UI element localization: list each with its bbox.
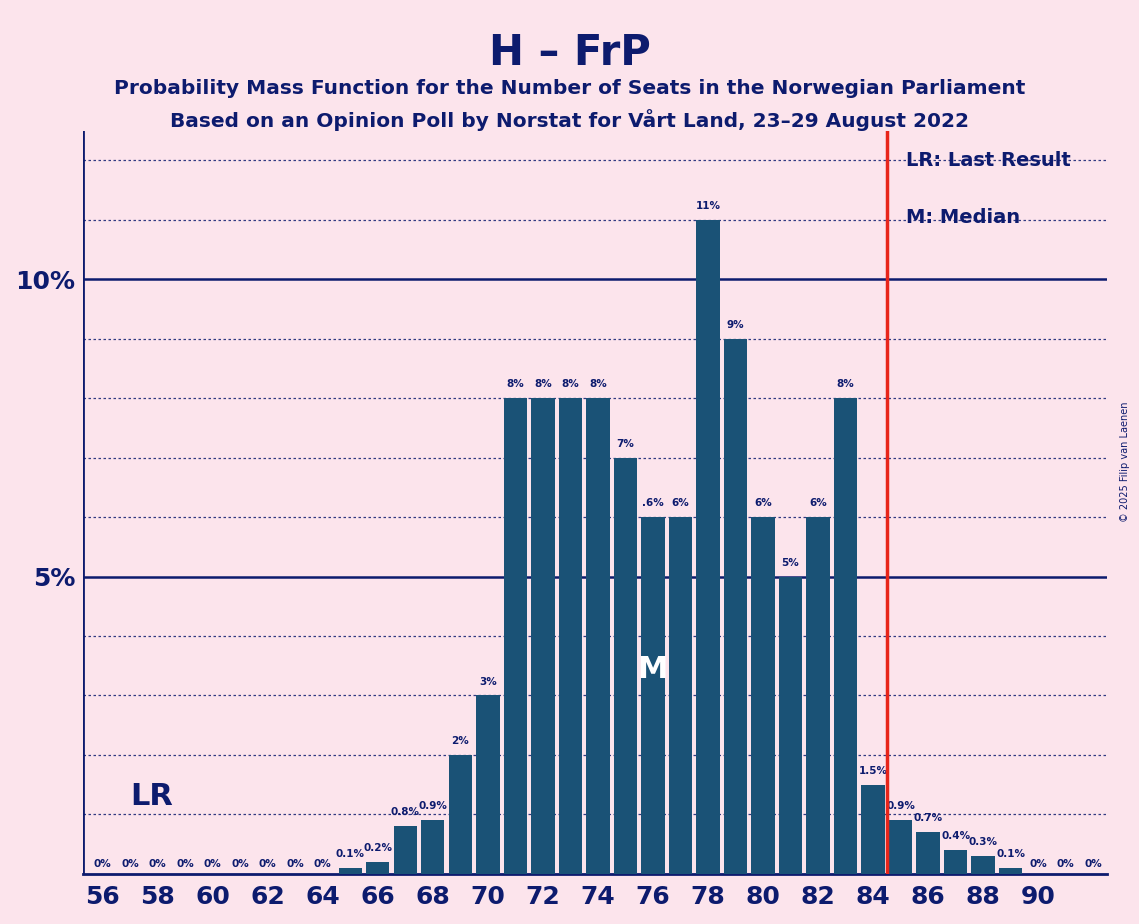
Text: 9%: 9% — [727, 320, 744, 330]
Text: 0%: 0% — [231, 859, 249, 869]
Text: 0%: 0% — [204, 859, 221, 869]
Bar — [861, 784, 885, 874]
Bar — [338, 868, 362, 874]
Text: 8%: 8% — [507, 379, 524, 389]
Text: M: M — [638, 654, 669, 684]
Text: 6%: 6% — [672, 498, 689, 508]
Text: 8%: 8% — [534, 379, 551, 389]
Text: 0.9%: 0.9% — [418, 801, 448, 811]
Text: 8%: 8% — [837, 379, 854, 389]
Text: 0%: 0% — [259, 859, 277, 869]
Bar — [806, 517, 829, 874]
Text: 0%: 0% — [286, 859, 304, 869]
Text: 0%: 0% — [177, 859, 194, 869]
Text: 0.3%: 0.3% — [968, 837, 998, 847]
Bar — [587, 398, 609, 874]
Text: 0.4%: 0.4% — [941, 832, 970, 841]
Text: 0.8%: 0.8% — [391, 808, 420, 818]
Bar — [834, 398, 858, 874]
Bar — [449, 755, 472, 874]
Text: 0%: 0% — [149, 859, 166, 869]
Text: 0%: 0% — [1057, 859, 1074, 869]
Text: 0%: 0% — [93, 859, 112, 869]
Text: © 2025 Filip van Laenen: © 2025 Filip van Laenen — [1121, 402, 1130, 522]
Text: 0%: 0% — [1030, 859, 1047, 869]
Text: 0%: 0% — [314, 859, 331, 869]
Text: 8%: 8% — [562, 379, 580, 389]
Bar — [779, 577, 802, 874]
Text: 0.1%: 0.1% — [336, 849, 364, 859]
Text: .6%: .6% — [642, 498, 664, 508]
Text: 8%: 8% — [589, 379, 607, 389]
Bar — [614, 457, 637, 874]
Text: 1.5%: 1.5% — [859, 766, 887, 776]
Text: 5%: 5% — [781, 557, 800, 567]
Text: 0%: 0% — [121, 859, 139, 869]
Text: 0.1%: 0.1% — [997, 849, 1025, 859]
Bar — [641, 517, 664, 874]
Bar — [723, 339, 747, 874]
Text: 11%: 11% — [696, 201, 721, 211]
Text: 0.2%: 0.2% — [363, 843, 392, 853]
Bar — [888, 821, 912, 874]
Bar — [696, 220, 720, 874]
Bar — [999, 868, 1023, 874]
Text: Based on an Opinion Poll by Norstat for Vårt Land, 23–29 August 2022: Based on an Opinion Poll by Norstat for … — [170, 109, 969, 131]
Text: M: Median: M: Median — [906, 208, 1021, 226]
Bar — [972, 856, 994, 874]
Text: 0%: 0% — [1084, 859, 1103, 869]
Bar — [366, 862, 390, 874]
Text: 6%: 6% — [809, 498, 827, 508]
Text: 0.7%: 0.7% — [913, 813, 943, 823]
Bar — [503, 398, 527, 874]
Bar — [669, 517, 693, 874]
Text: 2%: 2% — [451, 736, 469, 746]
Text: LR: LR — [130, 783, 173, 811]
Text: 0.9%: 0.9% — [886, 801, 915, 811]
Bar — [752, 517, 775, 874]
Text: H – FrP: H – FrP — [489, 32, 650, 74]
Text: Probability Mass Function for the Number of Seats in the Norwegian Parliament: Probability Mass Function for the Number… — [114, 79, 1025, 98]
Bar — [421, 821, 444, 874]
Bar — [558, 398, 582, 874]
Bar — [476, 696, 500, 874]
Bar — [531, 398, 555, 874]
Bar — [917, 833, 940, 874]
Bar — [944, 850, 967, 874]
Text: 7%: 7% — [616, 439, 634, 449]
Text: 3%: 3% — [478, 676, 497, 687]
Text: 6%: 6% — [754, 498, 772, 508]
Text: LR: Last Result: LR: Last Result — [906, 152, 1071, 170]
Bar — [394, 826, 417, 874]
